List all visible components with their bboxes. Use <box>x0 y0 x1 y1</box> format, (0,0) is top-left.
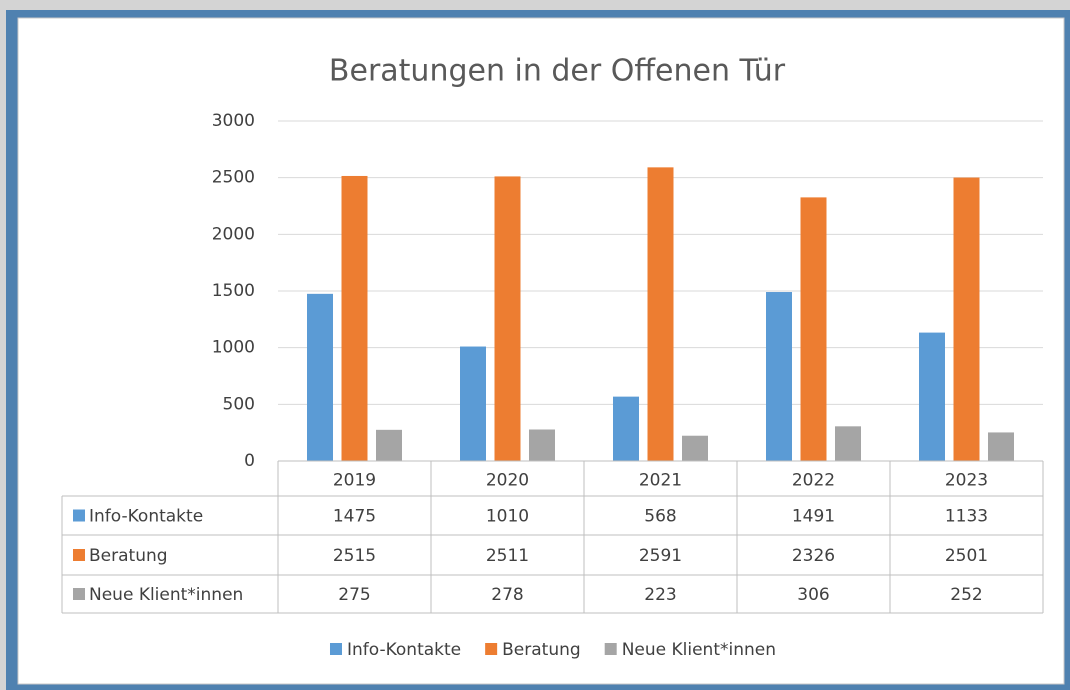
table-cell: 252 <box>950 585 982 605</box>
table-cell: 2326 <box>792 546 835 566</box>
bar <box>494 176 521 462</box>
table-cell: 1010 <box>486 507 529 527</box>
y-tick-label: 1000 <box>212 338 255 358</box>
table-cell: 2511 <box>486 546 529 566</box>
table-row-label: Neue Klient*innen <box>89 585 243 605</box>
table-cell: 275 <box>338 585 370 605</box>
table-cell: 2515 <box>333 546 376 566</box>
bar <box>529 429 555 461</box>
y-tick-label: 3000 <box>212 111 255 131</box>
bar <box>766 292 792 461</box>
table-legend-key <box>73 549 85 561</box>
bar <box>307 293 333 461</box>
bar <box>613 396 639 461</box>
bar <box>953 177 980 461</box>
bar <box>341 175 368 461</box>
table-cell: 568 <box>644 507 676 527</box>
table-cell: 2591 <box>639 546 682 566</box>
table-cell: 1491 <box>792 507 835 527</box>
table-cell: 2501 <box>945 546 988 566</box>
legend-label: Neue Klient*innen <box>622 640 776 660</box>
y-tick-label: 2000 <box>212 224 255 244</box>
table-legend-key <box>73 588 85 600</box>
legend-key <box>329 643 342 655</box>
table-cell: 278 <box>491 585 523 605</box>
x-tick-label: 2019 <box>333 471 376 491</box>
y-tick-label: 0 <box>244 451 255 471</box>
table-row-label: Beratung <box>89 546 168 566</box>
table-legend-key <box>73 509 85 522</box>
bar <box>460 346 486 461</box>
table-cell: 306 <box>797 585 829 605</box>
bar <box>682 435 708 461</box>
bar <box>835 426 861 461</box>
table-cell: 1475 <box>333 507 376 527</box>
bar <box>988 432 1014 461</box>
x-tick-label: 2020 <box>486 471 529 491</box>
y-tick-label: 1500 <box>212 281 255 301</box>
bar <box>919 332 945 461</box>
x-tick-label: 2023 <box>945 471 988 491</box>
table-cell: 1133 <box>945 507 988 527</box>
legend-label: Info-Kontakte <box>347 640 461 660</box>
legend-key <box>604 643 617 655</box>
y-tick-label: 500 <box>223 394 255 414</box>
x-tick-label: 2021 <box>639 471 682 491</box>
chart-title: Beratungen in der Offenen Tür <box>329 54 786 89</box>
bar <box>800 197 827 462</box>
x-tick-label: 2022 <box>792 471 835 491</box>
legend-key <box>485 643 498 655</box>
bar <box>647 167 674 461</box>
table-cell: 223 <box>644 585 676 605</box>
legend-label: Beratung <box>502 640 581 660</box>
bar <box>376 429 402 461</box>
y-tick-label: 2500 <box>212 168 255 188</box>
table-row-label: Info-Kontakte <box>89 507 203 527</box>
